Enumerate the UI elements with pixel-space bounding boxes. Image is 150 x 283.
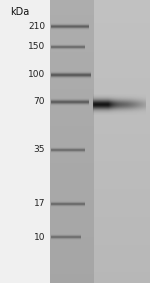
Text: 100: 100: [28, 70, 45, 80]
Text: 150: 150: [28, 42, 45, 51]
Text: 70: 70: [33, 97, 45, 106]
Text: 35: 35: [33, 145, 45, 155]
Text: 10: 10: [33, 233, 45, 242]
Text: kDa: kDa: [10, 7, 29, 17]
Text: 17: 17: [33, 199, 45, 208]
Text: 210: 210: [28, 22, 45, 31]
